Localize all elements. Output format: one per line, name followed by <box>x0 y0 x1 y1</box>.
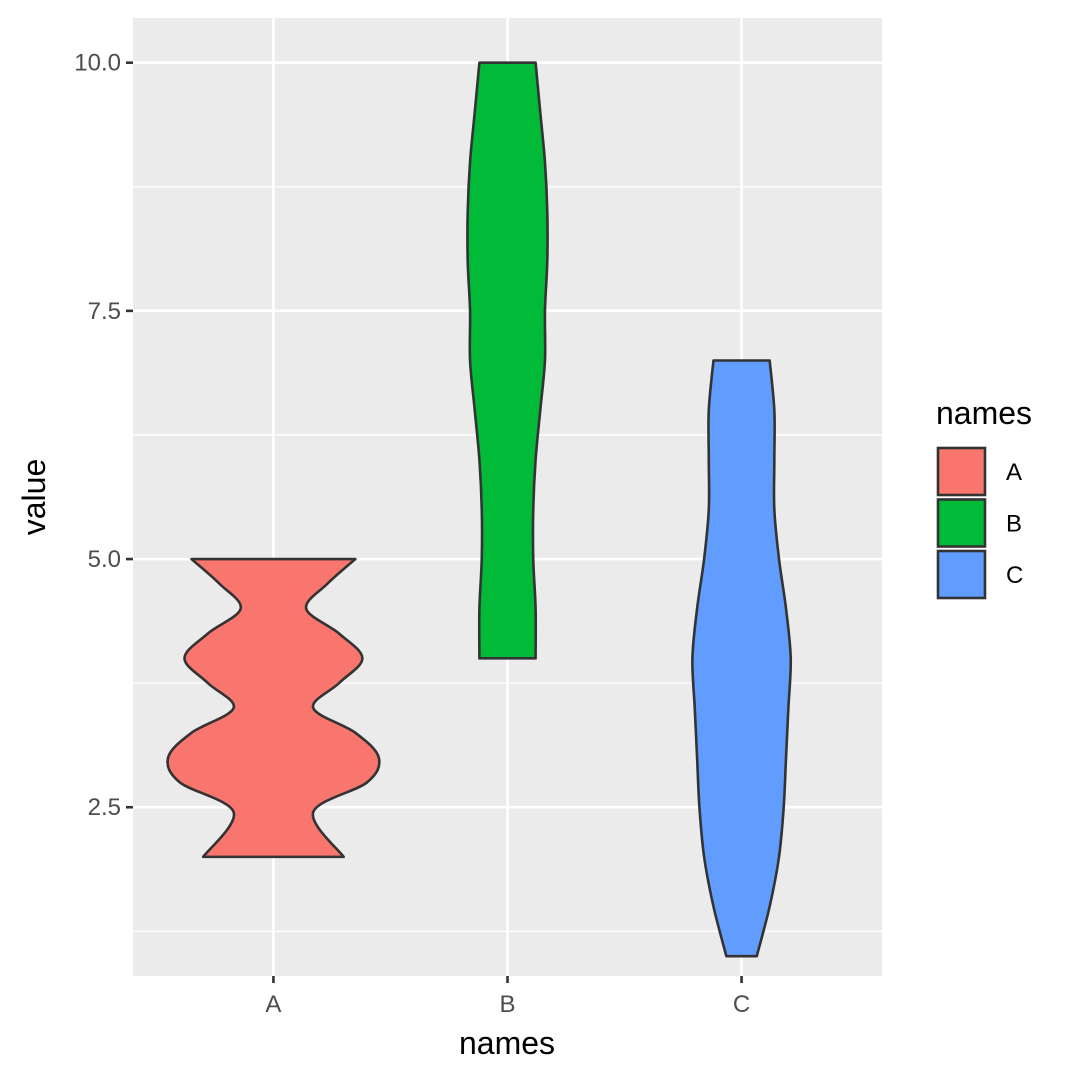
x-tick-label: B <box>499 991 515 1018</box>
violins <box>166 61 793 958</box>
y-tick-label: 5.0 <box>88 546 121 573</box>
y-axis: 2.5 5.0 7.5 10.0 <box>74 50 133 821</box>
x-axis: A B C <box>265 976 750 1018</box>
y-tick-label: 2.5 <box>88 794 121 821</box>
y-axis-title: value <box>16 459 52 536</box>
legend-label-C: C <box>1006 562 1023 589</box>
legend: names ABC <box>936 395 1032 600</box>
legend-label-A: A <box>1006 459 1022 486</box>
legend-title: names <box>936 395 1032 431</box>
legend-key-C <box>936 549 987 600</box>
legend-label-B: B <box>1006 511 1022 538</box>
violin-A <box>166 557 381 859</box>
legend-key-A <box>936 446 987 497</box>
x-tick-label: A <box>265 991 281 1018</box>
x-tick-label: C <box>733 991 750 1018</box>
y-tick-label: 10.0 <box>74 50 121 77</box>
y-tick-label: 7.5 <box>88 298 121 325</box>
x-axis-title: names <box>459 1025 555 1061</box>
legend-key-B <box>936 498 987 548</box>
violin-B <box>466 61 549 660</box>
violin-C <box>691 359 793 958</box>
